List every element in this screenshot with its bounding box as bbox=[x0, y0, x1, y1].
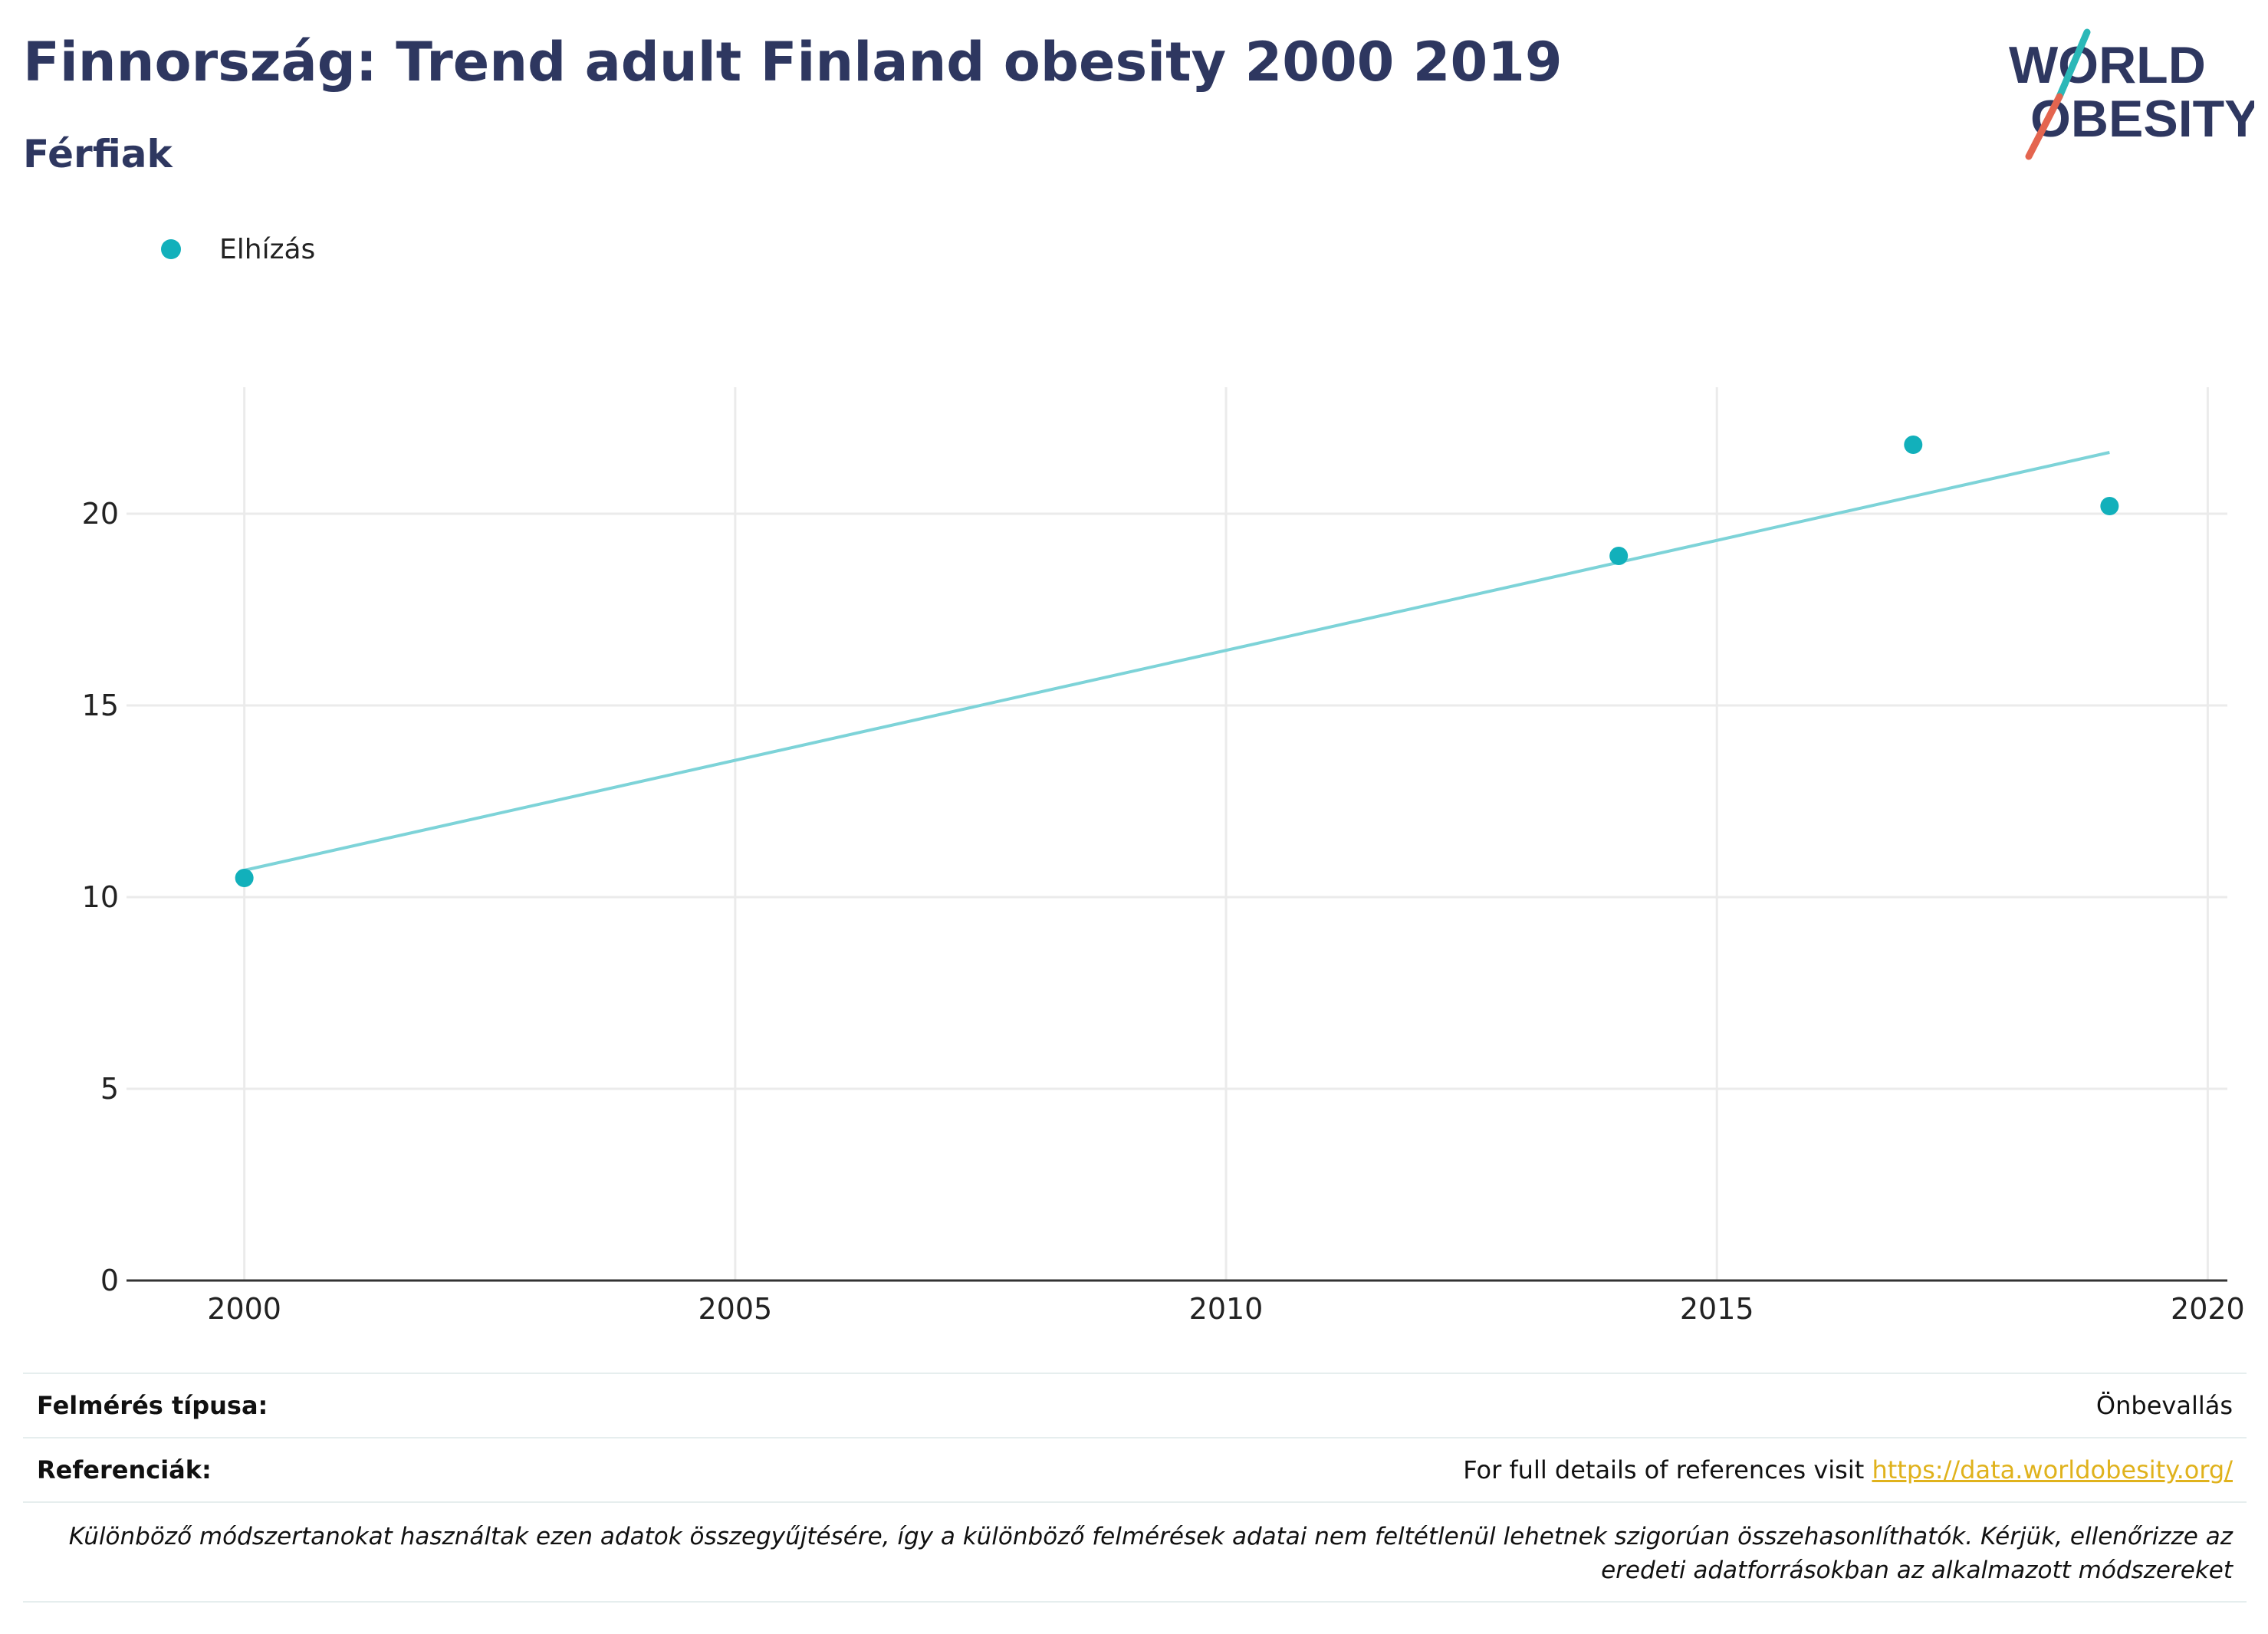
references-text-wrap: For full details of references visit htt… bbox=[1463, 1455, 2233, 1484]
y-tick-label: 5 bbox=[100, 1072, 119, 1106]
chart-subtitle: Férfiak bbox=[23, 132, 173, 176]
data-point bbox=[2100, 497, 2119, 515]
legend[interactable]: Elhízás bbox=[161, 230, 315, 268]
legend-label: Elhízás bbox=[219, 233, 316, 265]
survey-type-value: Önbevallás bbox=[2095, 1391, 2233, 1420]
logo-word-2: OBESITY bbox=[2030, 90, 2254, 148]
data-point bbox=[1609, 547, 1629, 565]
survey-type-label: Felmérés típusa: bbox=[37, 1391, 268, 1420]
x-tick-label: 2005 bbox=[698, 1292, 772, 1326]
trend-line bbox=[244, 451, 2110, 872]
world-obesity-logo: WORLD OBESITY bbox=[2009, 28, 2254, 160]
logo-word-1: WORLD bbox=[2009, 36, 2206, 94]
y-tick-label: 10 bbox=[82, 880, 119, 914]
survey-type-row: Felmérés típusa: Önbevallás bbox=[23, 1373, 2247, 1437]
x-tick-label: 2015 bbox=[1680, 1292, 1754, 1326]
data-point bbox=[1904, 436, 1923, 454]
chart-footer: Felmérés típusa: Önbevallás Referenciák:… bbox=[23, 1373, 2247, 1603]
chart-area: 2000 2005 2010 2015 2020 0 5 10 15 20 bbox=[82, 387, 2245, 1326]
y-tick-label: 20 bbox=[82, 497, 119, 531]
x-tick-label: 2000 bbox=[207, 1292, 281, 1326]
legend-marker bbox=[161, 239, 181, 259]
references-text: For full details of references visit bbox=[1463, 1455, 1865, 1484]
references-link[interactable]: https://data.worldobesity.org/ bbox=[1872, 1455, 2233, 1484]
x-tick-label: 2010 bbox=[1189, 1292, 1264, 1326]
data-point bbox=[235, 869, 254, 887]
references-row: Referenciák: For full details of referen… bbox=[23, 1437, 2247, 1501]
chart-title: Finnország: Trend adult Finland obesity … bbox=[23, 31, 1563, 94]
references-label: Referenciák: bbox=[37, 1455, 212, 1484]
methodology-note: Különböző módszertanokat használtak ezen… bbox=[23, 1501, 2247, 1603]
logo-teal-slash bbox=[2056, 28, 2091, 100]
x-tick-label: 2020 bbox=[2171, 1292, 2245, 1326]
y-tick-label: 0 bbox=[100, 1264, 119, 1297]
logo-red-slash bbox=[2025, 93, 2063, 160]
y-tick-label: 15 bbox=[82, 689, 119, 722]
